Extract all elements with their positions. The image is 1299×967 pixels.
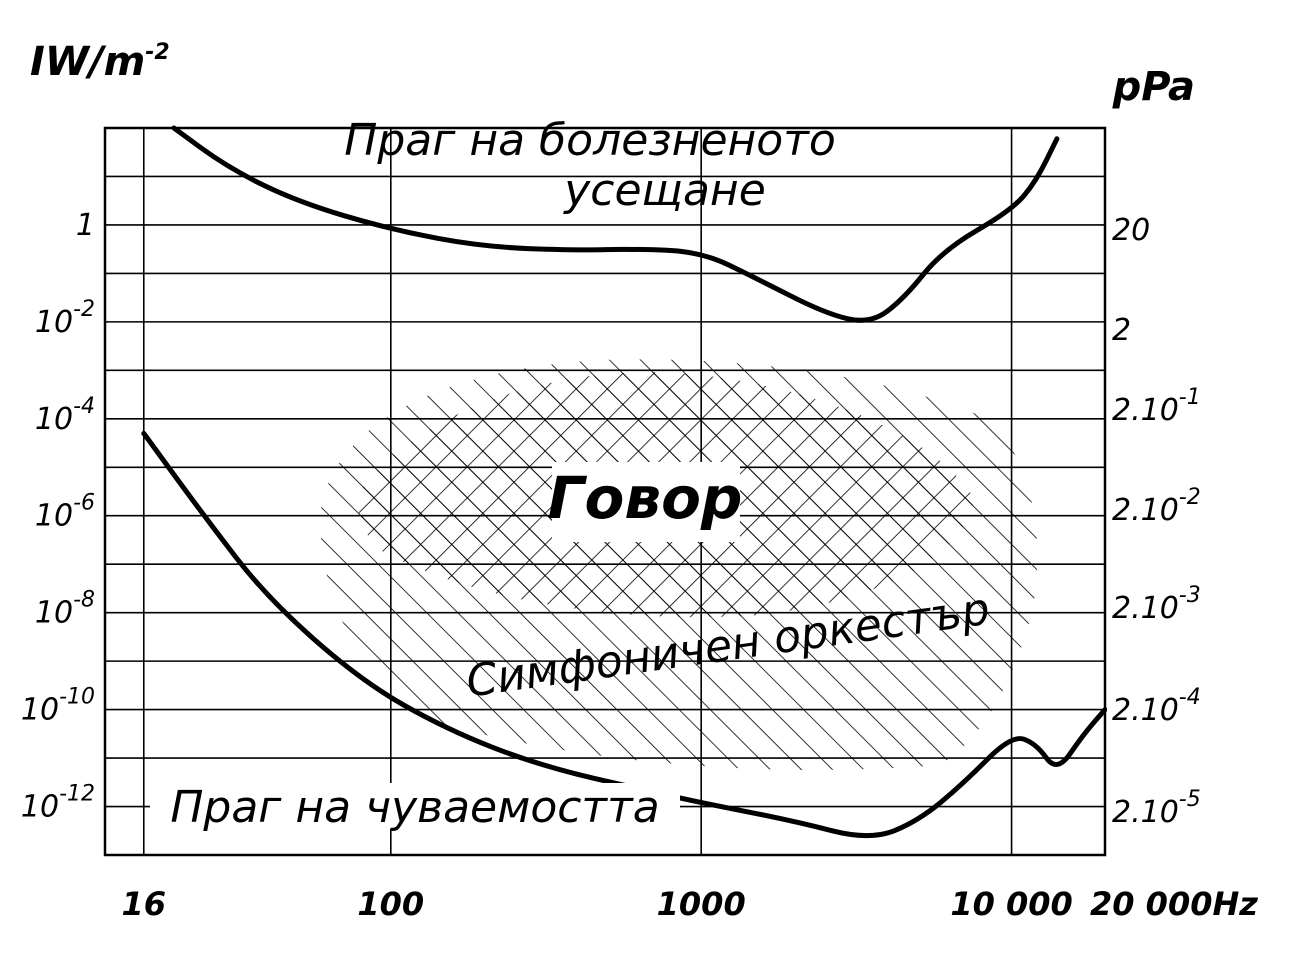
y-right-tick-label: 2.10-4 [1112, 685, 1201, 728]
y-left-tick-label: 10-12 [21, 782, 95, 825]
x-tick-label: 100 [357, 885, 424, 923]
pain-threshold-curve [171, 125, 1060, 323]
speech-label: Говор [548, 464, 743, 532]
y-right-title: pPa [1112, 64, 1195, 110]
y-right-tick-label: 2.10-3 [1112, 583, 1201, 626]
y-left-title: IW/m-2 [30, 39, 170, 85]
y-right-tick-label: 2.10-5 [1112, 787, 1201, 830]
x-tick-label: 20 000Hz [1090, 885, 1258, 923]
hearing-threshold-curve [141, 430, 1107, 839]
y-left-tick-label: 10-6 [35, 491, 95, 534]
y-right-tick-label: 20 [1112, 213, 1150, 248]
y-right-tick-label: 2 [1112, 313, 1131, 348]
x-tick-label: 16 [122, 885, 167, 923]
pain-threshold-label-line1: Праг на болезненото [344, 115, 836, 166]
x-tick-label: 1000 [657, 885, 746, 923]
y-right-tick-label: 2.10-1 [1112, 385, 1201, 428]
y-right-tick-label: 2.10-2 [1112, 485, 1201, 528]
x-tick-label: 10 000 [950, 885, 1072, 923]
y-left-tick-label: 1 [76, 208, 95, 243]
y-left-tick-label: 10-2 [35, 297, 95, 340]
y-left-tick-label: 10-10 [21, 685, 95, 728]
y-left-tick-label: 10-4 [35, 394, 95, 437]
pain-threshold-label-line2: усещане [562, 165, 766, 216]
hearing-threshold-label: Праг на чуваемостта [170, 782, 659, 833]
y-left-tick-label: 10-8 [35, 588, 95, 631]
